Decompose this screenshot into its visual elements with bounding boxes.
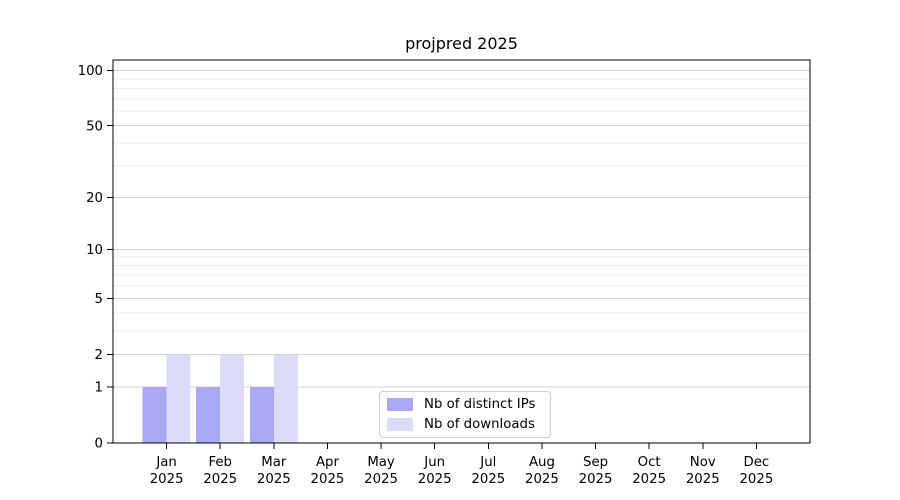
y-tick-label: 0 <box>95 437 103 452</box>
x-tick-label-year: 2025 <box>686 472 720 487</box>
y-tick-label: 20 <box>86 191 103 206</box>
x-tick-label-month: Nov <box>690 455 716 470</box>
bar-downloads-feb <box>220 354 245 443</box>
bar-downloads-mar <box>273 354 298 443</box>
x-tick-label-month: Oct <box>638 455 661 470</box>
x-tick-label-year: 2025 <box>525 472 559 487</box>
y-tick-label: 5 <box>95 292 103 307</box>
legend-item-distinct-ips: Nb of distinct IPs <box>387 396 550 412</box>
x-tick-label-month: Mar <box>261 455 287 470</box>
x-tick-label-year: 2025 <box>203 472 237 487</box>
x-tick-label-month: Apr <box>316 455 340 470</box>
x-tick-label-month: Sep <box>583 455 608 470</box>
x-tick-label-year: 2025 <box>364 472 398 487</box>
bar-downloads-jan <box>166 354 191 443</box>
y-tick-label: 100 <box>78 64 103 79</box>
legend: Nb of distinct IPs Nb of downloads <box>379 391 551 438</box>
bar-distinct-ips-mar <box>249 387 274 443</box>
y-tick-label: 10 <box>86 243 103 258</box>
x-tick-label-year: 2025 <box>418 472 452 487</box>
legend-swatch-distinct-ips <box>387 397 413 411</box>
x-tick-label-month: Jul <box>479 455 496 470</box>
x-tick-label-month: Jan <box>155 455 177 470</box>
x-tick-label-year: 2025 <box>150 472 184 487</box>
x-tick-label-month: Aug <box>529 455 555 470</box>
x-tick-label-month: May <box>367 455 395 470</box>
y-tick-label: 50 <box>86 119 103 134</box>
x-tick-label-year: 2025 <box>471 472 505 487</box>
legend-label-distinct-ips: Nb of distinct IPs <box>424 396 536 412</box>
legend-label-downloads: Nb of downloads <box>424 417 535 432</box>
x-tick-label-year: 2025 <box>257 472 291 487</box>
y-tick-label: 1 <box>95 381 103 396</box>
bar-distinct-ips-feb <box>196 387 221 443</box>
legend-swatch-downloads <box>387 418 413 432</box>
x-tick-label-year: 2025 <box>579 472 613 487</box>
y-tick-label: 2 <box>95 348 103 363</box>
chart-title: projpred 2025 <box>405 34 518 53</box>
bar-distinct-ips-jan <box>142 387 167 443</box>
x-tick-label-month: Dec <box>744 455 770 470</box>
x-tick-label-year: 2025 <box>632 472 666 487</box>
x-tick-label-year: 2025 <box>739 472 773 487</box>
x-tick-label-month: Jun <box>423 455 445 470</box>
x-tick-label-year: 2025 <box>311 472 345 487</box>
plot-frame <box>112 59 811 444</box>
legend-item-downloads: Nb of downloads <box>387 418 550 431</box>
x-tick-label-month: Feb <box>208 455 232 470</box>
